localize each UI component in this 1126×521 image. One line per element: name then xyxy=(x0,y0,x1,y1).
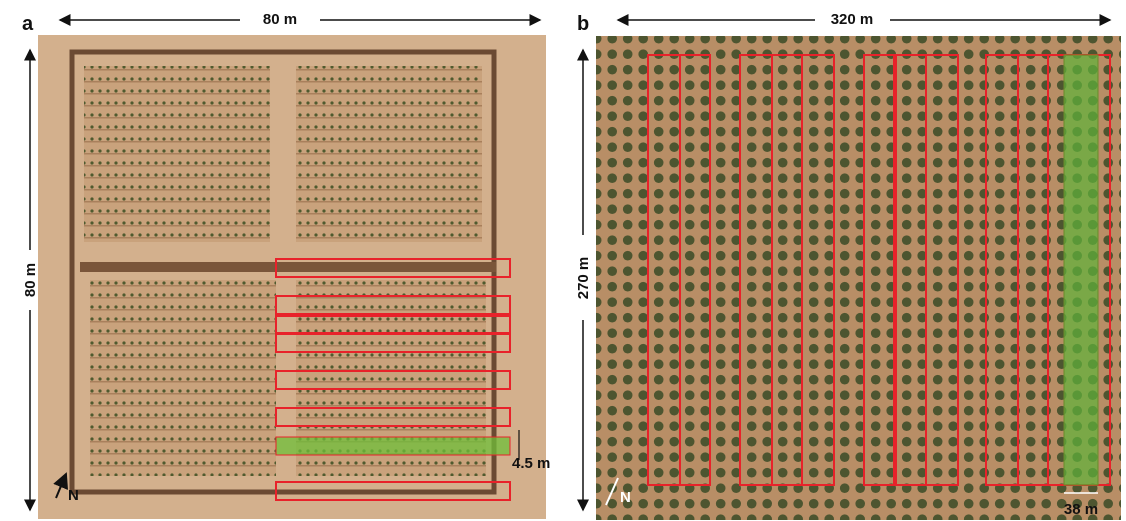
drain xyxy=(80,262,496,272)
north-label: N xyxy=(620,489,631,506)
aerial-image-b xyxy=(596,36,1121,520)
plot xyxy=(90,280,276,476)
highlight-strip xyxy=(1064,55,1098,485)
height-label: 80 m xyxy=(22,263,39,297)
panel-label: b xyxy=(577,13,589,35)
panel-label: a xyxy=(22,13,34,35)
strip-label: 4.5 m xyxy=(512,455,550,472)
figure: a 80 m 80 m 4.5 m N b 320 m xyxy=(0,0,1126,521)
height-label: 270 m xyxy=(575,257,592,300)
north-label: N xyxy=(68,487,79,504)
highlight-strip xyxy=(276,437,510,455)
panel-b: b 320 m 270 m 38 m N xyxy=(575,11,1121,520)
width-label: 320 m xyxy=(831,11,874,28)
plot xyxy=(84,66,270,242)
strip-label: 38 m xyxy=(1064,501,1098,518)
width-label: 80 m xyxy=(263,11,297,28)
panel-a: a 80 m 80 m 4.5 m N xyxy=(22,11,550,519)
plot xyxy=(296,66,482,242)
